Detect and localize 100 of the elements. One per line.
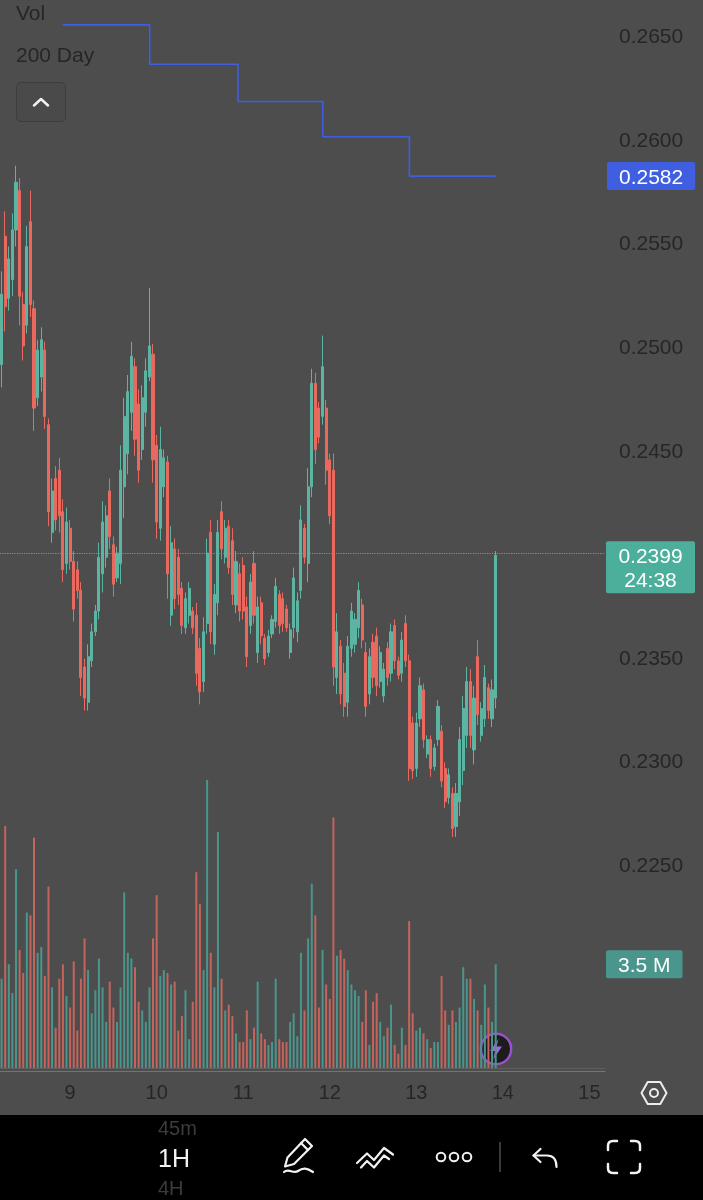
bar [209, 952, 212, 1068]
text: 45m [158, 1116, 197, 1140]
bar [429, 1047, 432, 1068]
bar [390, 1004, 393, 1068]
y-tick-label: 0.2582 [619, 165, 684, 189]
bar [382, 1036, 385, 1068]
bar [317, 1007, 320, 1068]
bar [281, 1042, 284, 1068]
bar [249, 1039, 252, 1068]
candlestick [173, 538, 176, 610]
bar [346, 970, 349, 1068]
bar [263, 1039, 266, 1068]
candlestick [4, 210, 7, 332]
bar [206, 780, 209, 1068]
bar [94, 990, 97, 1068]
bar [123, 892, 126, 1068]
bar [79, 978, 82, 1068]
bar [491, 1021, 494, 1068]
bar [332, 817, 335, 1068]
candlestick [451, 786, 454, 838]
candlestick [65, 507, 68, 575]
candlestick [170, 525, 173, 627]
candlestick [224, 519, 227, 564]
bar [357, 996, 360, 1068]
bar [7, 964, 10, 1068]
bar [307, 938, 310, 1068]
candlestick [281, 591, 284, 633]
candlestick [469, 668, 472, 749]
candlestick [108, 478, 111, 550]
bar [238, 1042, 241, 1068]
bar [415, 1030, 418, 1068]
candlestick [159, 426, 162, 542]
text: 4H [158, 1176, 184, 1200]
bar [292, 1013, 295, 1068]
bar [339, 949, 342, 1068]
bar [108, 981, 111, 1068]
bar [462, 967, 465, 1068]
bar [220, 978, 223, 1068]
text: 1H [158, 1144, 190, 1173]
candlestick [252, 550, 256, 625]
bar [58, 978, 61, 1068]
bar [480, 1024, 483, 1068]
bar [465, 978, 468, 1068]
bar [97, 958, 100, 1068]
bar [335, 955, 338, 1068]
bar [126, 952, 129, 1068]
candlestick [375, 627, 378, 697]
bar [274, 978, 277, 1068]
bar [422, 1033, 425, 1068]
bar [289, 1021, 292, 1068]
candlestick [321, 335, 324, 426]
bar [314, 915, 317, 1068]
bar [245, 1010, 248, 1068]
bar [393, 1044, 396, 1068]
bar [253, 1027, 256, 1068]
candlestick [0, 270, 3, 388]
bar [400, 1027, 403, 1068]
bar [242, 1042, 245, 1068]
bar [386, 1027, 389, 1068]
candlestick [51, 478, 54, 544]
candlestick [47, 417, 50, 527]
text: 3.5 M [618, 952, 671, 976]
bar [216, 831, 219, 1068]
candlestick [256, 596, 259, 664]
bar [375, 993, 378, 1068]
bar [18, 949, 21, 1068]
candlestick [472, 685, 476, 765]
candlestick [436, 699, 440, 747]
bar [162, 970, 165, 1068]
bar [148, 987, 151, 1068]
bar [379, 1021, 382, 1068]
candlestick [43, 341, 46, 430]
candlestick [25, 225, 28, 335]
candlestick [364, 641, 367, 718]
bar [195, 872, 198, 1068]
bar [285, 1042, 288, 1068]
bar [494, 964, 497, 1068]
bar [364, 990, 367, 1068]
bar [436, 1042, 439, 1068]
candlestick [386, 641, 389, 687]
bar [372, 1001, 375, 1068]
candlestick [335, 612, 338, 695]
candlestick [303, 523, 306, 564]
bar [325, 984, 328, 1068]
bar [166, 972, 169, 1068]
bar [447, 1024, 450, 1068]
bar [83, 938, 86, 1068]
candlestick [429, 734, 432, 778]
candlestick [332, 453, 335, 687]
bar [321, 949, 324, 1068]
bar [61, 964, 64, 1068]
bar [433, 1042, 436, 1068]
bar [256, 981, 259, 1068]
bar [299, 952, 302, 1068]
bar [483, 984, 486, 1068]
candlestick [361, 598, 364, 649]
bar [469, 978, 472, 1068]
candlestick [447, 768, 450, 805]
bar [440, 975, 443, 1068]
candlestick [220, 500, 223, 560]
